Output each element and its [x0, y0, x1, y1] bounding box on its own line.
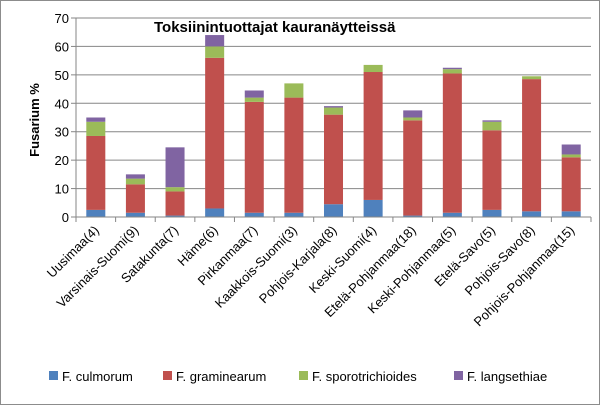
bar-segment	[323, 114, 344, 205]
bar-segment	[86, 135, 106, 210]
bar-segment	[363, 72, 383, 200]
y-tick-label: 10	[55, 182, 69, 197]
bar-segment	[125, 174, 145, 179]
bar-segment	[244, 90, 264, 98]
bar-segment	[244, 212, 264, 217]
bar-segment	[205, 46, 225, 58]
legend-swatch	[49, 371, 58, 380]
x-tick-labels: Uusimaa(4)Varsinais-Suomi(9)Satakunta(7)…	[44, 223, 577, 330]
bar-segment	[284, 212, 304, 217]
bar-segment	[205, 35, 225, 47]
legend-label: F. culmorum	[62, 369, 133, 384]
legend-label: F. sporotrichioides	[312, 369, 417, 384]
y-tick-label: 60	[55, 39, 69, 54]
bar-segment	[482, 209, 502, 217]
y-tick-label: 40	[55, 96, 69, 111]
legend-label: F. langsethiae	[467, 369, 547, 384]
legend: F. culmorum F. graminearum F. sporotrichio…	[49, 369, 547, 384]
bar-segment	[442, 69, 462, 74]
chart-title: Toksiinintuottajat kauranäytteissä	[154, 19, 396, 36]
y-tick-labels: 0 10 20 30 40 50 60 70	[55, 11, 69, 225]
bar-segment	[125, 184, 145, 213]
bar-segment	[165, 187, 185, 192]
bar-segment	[165, 147, 185, 188]
bar-segment	[561, 154, 581, 158]
bar-segment	[205, 208, 225, 217]
bar-segment	[442, 73, 462, 213]
legend-label: F. graminearum	[176, 369, 266, 384]
bar-segment	[442, 67, 462, 70]
y-tick-label: 70	[55, 11, 69, 26]
bar-segment	[482, 120, 502, 122]
bar-segment	[244, 101, 264, 213]
bar-segment	[442, 212, 462, 217]
bar-segment	[522, 79, 542, 212]
bar-segment	[522, 211, 542, 217]
bar-segment	[363, 199, 383, 217]
bar-segment	[403, 117, 423, 121]
bar-segment	[284, 83, 304, 98]
bar-segment	[561, 157, 581, 212]
bar-segment	[403, 120, 423, 216]
legend-swatch	[163, 371, 172, 380]
bar-segment	[205, 57, 225, 209]
y-tick-label: 30	[55, 125, 69, 140]
bar-segment	[561, 211, 581, 217]
x-tick-label: Pohjois-Savo(8)	[462, 223, 538, 299]
bar-segment	[561, 144, 581, 155]
bar-segment	[482, 130, 502, 210]
bar-segment	[86, 121, 106, 136]
bar-segment	[522, 76, 542, 80]
bar-segment	[244, 97, 264, 102]
bar-segment	[403, 110, 423, 118]
bar-segment	[86, 117, 106, 122]
bar-segment	[403, 215, 423, 217]
y-tick-label: 0	[62, 210, 69, 225]
bar-segment	[165, 215, 185, 217]
bar-segment	[323, 107, 344, 115]
bar-segment	[86, 209, 106, 217]
y-axis-label: Fusarium %	[27, 83, 42, 157]
bar-segment	[323, 106, 344, 108]
y-tick-label: 20	[55, 153, 69, 168]
bar-segment	[363, 64, 383, 73]
axes	[71, 17, 592, 222]
legend-swatch	[454, 371, 463, 380]
bar-segment	[323, 204, 344, 217]
legend-swatch	[299, 371, 308, 380]
bar-segment	[482, 121, 502, 131]
bar-segment	[165, 191, 185, 216]
bar-segment	[284, 97, 304, 213]
y-tick-label: 50	[55, 68, 69, 83]
bar-segment	[125, 212, 145, 217]
bars	[86, 35, 581, 217]
bar-segment	[125, 178, 145, 185]
